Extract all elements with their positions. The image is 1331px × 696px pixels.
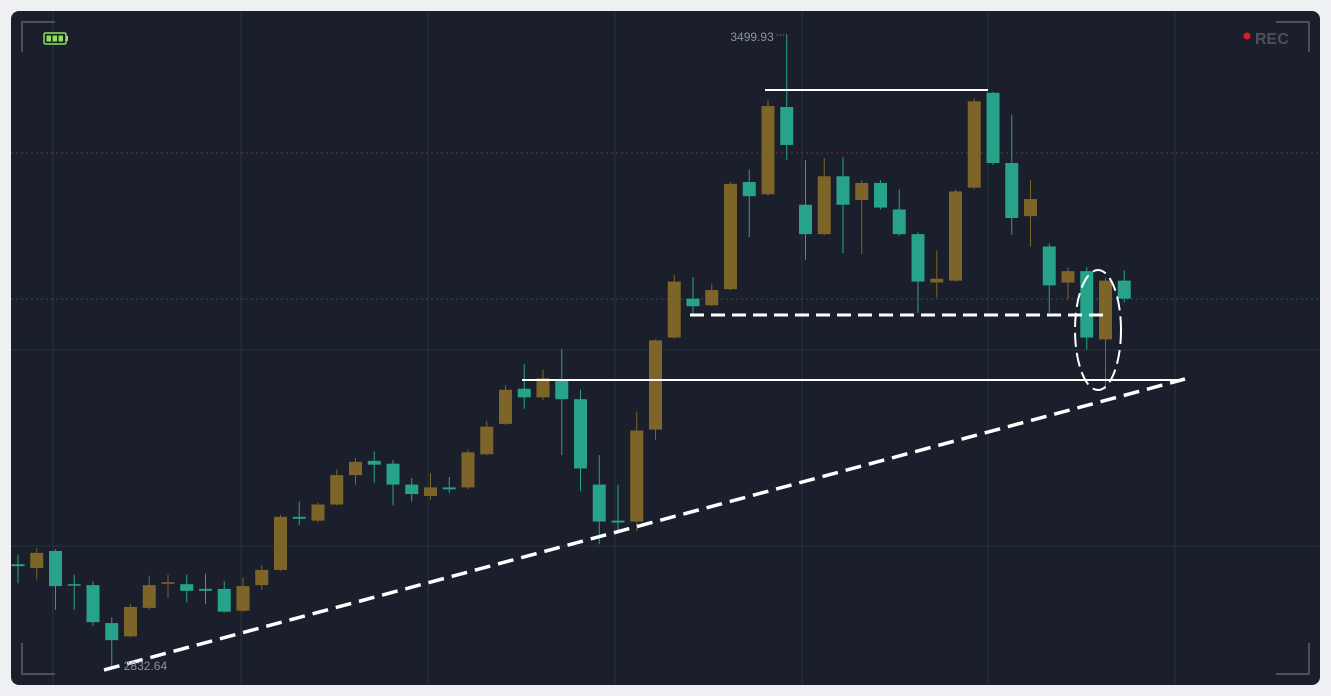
candle-body [424,487,437,496]
candle-body [1099,280,1112,340]
candle-body [30,552,44,569]
candle-body [761,106,775,195]
candle-body [742,181,756,197]
high-label: 3499.93 [730,30,774,44]
corner [21,643,55,675]
candle-body [1061,271,1075,283]
battery-icon [43,32,68,45]
candle-body [667,281,681,338]
battery-cell [46,35,51,42]
candle-body [649,340,662,430]
candle-body [611,520,625,523]
candle-body [49,550,62,587]
candle-body [386,463,400,485]
candle-body [555,380,569,400]
candle-body [124,606,137,637]
candle-body [330,475,344,505]
candle-body [199,588,212,591]
candle-body [967,101,981,188]
candle-body [236,586,250,611]
candle-body [499,389,512,424]
candle-body [480,426,494,455]
candle-body [724,183,737,290]
candle-body [892,209,906,235]
candle-body [574,399,587,469]
candle-body [292,516,306,519]
candle-body [1005,162,1019,219]
candle-body [105,623,119,641]
candle-body [592,484,606,522]
candle-body [911,234,925,282]
candle-body [161,582,175,584]
candle-body [1080,271,1094,338]
candle-body [799,204,812,235]
candle-body [311,504,325,521]
candle-body [255,569,269,586]
candle-body [874,182,887,208]
rec-label: REC [1255,31,1289,48]
candle-body [1042,246,1056,286]
candle-body [367,460,381,465]
candle-body [180,584,194,591]
annotations [103,89,1186,672]
highlight-ellipse [1074,269,1122,391]
candle-body [780,107,794,145]
candle-body [405,484,419,495]
candle-body [930,278,944,283]
corner [1276,643,1310,675]
corner [1276,21,1310,52]
candle-body [349,461,362,476]
candle-body [817,176,831,235]
candle-body [517,388,531,398]
candle-body [686,298,700,307]
candle-body [536,378,550,398]
candle-body [949,191,962,281]
candle-body [1117,280,1131,299]
low-label: 2832.64 [124,659,168,673]
candle-body [142,585,156,608]
candle-body [836,176,850,205]
candle-body [217,588,231,612]
candle-body [11,564,25,567]
rec-dot [1243,32,1251,40]
candle-body [986,92,1000,163]
frame-corners [21,21,1310,675]
candle-body [705,290,719,306]
trend-line [103,377,1186,672]
candle-body [461,452,475,488]
candle-body [1024,199,1037,217]
battery-tip [66,36,68,41]
chart-panel [11,11,1320,685]
candle-body [855,182,869,200]
candle-body [274,516,287,570]
candle-body [442,487,456,490]
candle-body [630,430,644,522]
corner [21,21,55,52]
candle-body [67,584,81,586]
battery-cell [52,35,57,42]
candle-body [86,585,100,623]
candles [11,35,1131,668]
battery-cell [58,35,63,42]
